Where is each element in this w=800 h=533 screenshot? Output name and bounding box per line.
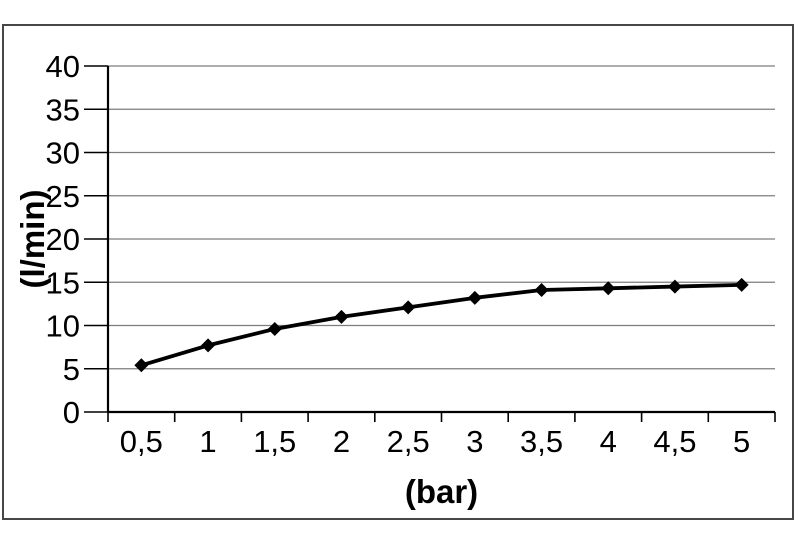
x-tick-label: 3,5 — [520, 424, 563, 459]
series-line — [139, 282, 744, 368]
data-point-marker — [467, 290, 482, 305]
x-tick-label: 0,5 — [120, 424, 163, 459]
x-tick-label: 5 — [733, 424, 750, 459]
y-tick-label: 40 — [46, 49, 80, 84]
y-tick-label: 0 — [63, 395, 80, 430]
y-tick-label: 30 — [46, 136, 80, 171]
chart-frame: 0 5 10 15 20 25 30 35 40 0,5 1 1,5 2 2,5 3 3,5 4 4,5 5 (bar… — [2, 24, 794, 520]
y-tick-label: 15 — [46, 265, 80, 300]
x-tick-label: 1,5 — [253, 424, 296, 459]
data-point-marker — [401, 300, 416, 315]
data-point-marker — [267, 321, 282, 336]
data-point-marker — [334, 309, 349, 324]
data-point-marker — [201, 338, 216, 353]
x-tick-label: 2 — [333, 424, 350, 459]
y-tick-label: 35 — [46, 92, 80, 127]
data-point-marker — [667, 279, 682, 294]
y-tick-label: 20 — [46, 222, 80, 257]
data-point-marker — [734, 277, 749, 292]
x-tick-label: 1 — [199, 424, 216, 459]
data-point-marker — [601, 281, 616, 296]
data-point-marker — [534, 283, 549, 298]
y-tick-label: 25 — [46, 179, 80, 214]
pressure-flow-line-chart: 0 5 10 15 20 25 30 35 40 0,5 1 1,5 2 2,5 3 3,5 4 4,5 5 (bar… — [14, 49, 776, 510]
x-tick-label: 4 — [600, 424, 617, 459]
y-tick-label: 5 — [63, 352, 80, 387]
x-tick-label: 3 — [466, 424, 483, 459]
data-point-marker — [134, 358, 149, 373]
x-axis-title: (bar) — [405, 473, 478, 510]
x-tick-label: 4,5 — [653, 424, 696, 459]
y-tick-label: 10 — [46, 309, 80, 344]
x-tick-label: 2,5 — [387, 424, 430, 459]
y-axis-title: (l/min) — [14, 190, 51, 289]
